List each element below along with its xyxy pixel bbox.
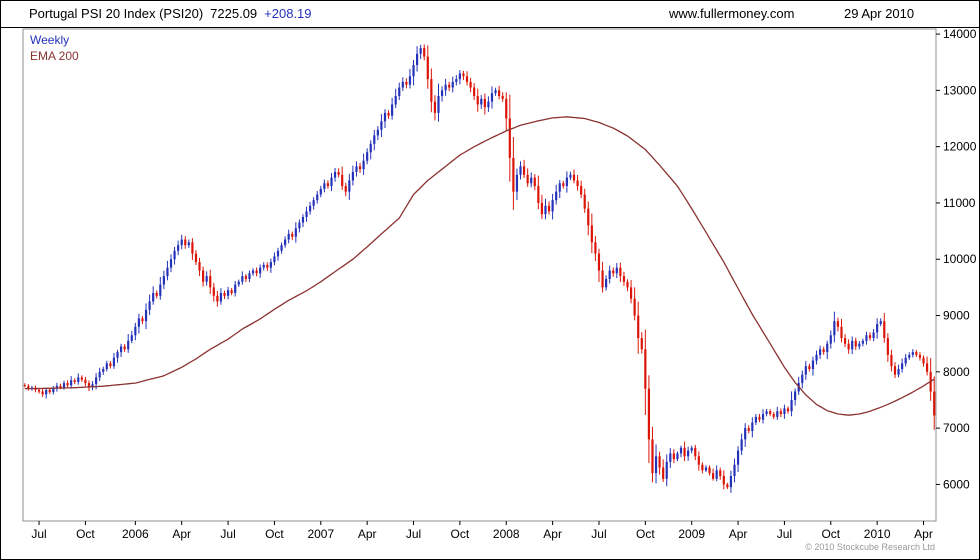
svg-text:Apr: Apr <box>729 527 748 541</box>
chart-header: Portugal PSI 20 Index (PSI20) 7225.09 +208… <box>1 1 979 28</box>
svg-text:2006: 2006 <box>122 527 149 541</box>
svg-text:13000: 13000 <box>943 83 977 97</box>
svg-text:Apr: Apr <box>543 527 562 541</box>
svg-text:11000: 11000 <box>943 196 976 210</box>
svg-text:6000: 6000 <box>943 477 970 491</box>
last-price: 7225.09 <box>210 6 258 21</box>
instrument-name: Portugal PSI 20 Index (PSI20) <box>29 6 204 21</box>
svg-text:12000: 12000 <box>943 140 977 154</box>
svg-text:10000: 10000 <box>943 252 977 266</box>
legend-weekly: Weekly <box>30 33 70 47</box>
svg-text:Jul: Jul <box>220 527 235 541</box>
svg-text:7000: 7000 <box>943 421 970 435</box>
svg-text:Oct: Oct <box>636 527 655 541</box>
website-label: www.fullermoney.com <box>669 6 795 21</box>
svg-text:Apr: Apr <box>358 527 377 541</box>
svg-text:Oct: Oct <box>451 527 470 541</box>
svg-text:Apr: Apr <box>172 527 191 541</box>
svg-text:Oct: Oct <box>265 527 284 541</box>
svg-text:Oct: Oct <box>76 527 95 541</box>
svg-text:Jul: Jul <box>31 527 46 541</box>
svg-text:14000: 14000 <box>943 27 977 41</box>
svg-text:Jul: Jul <box>777 527 792 541</box>
svg-text:2008: 2008 <box>493 527 520 541</box>
svg-text:2009: 2009 <box>678 527 705 541</box>
chart-legend: Weekly EMA 200 <box>30 32 79 64</box>
svg-text:Apr: Apr <box>914 527 933 541</box>
price-change: +208.19 <box>264 6 312 21</box>
legend-ema: EMA 200 <box>30 49 79 63</box>
svg-text:2007: 2007 <box>307 527 334 541</box>
svg-text:8000: 8000 <box>943 365 970 379</box>
svg-text:9000: 9000 <box>943 309 970 323</box>
copyright-notice: © 2010 Stockcube Research Ltd <box>805 542 935 552</box>
svg-text:2010: 2010 <box>864 527 891 541</box>
chart-date: 29 Apr 2010 <box>844 6 915 21</box>
chart-title: Portugal PSI 20 Index (PSI20) 7225.09 +208… <box>29 6 312 21</box>
svg-text:Jul: Jul <box>591 527 606 541</box>
svg-text:Jul: Jul <box>406 527 421 541</box>
svg-text:Oct: Oct <box>821 527 840 541</box>
